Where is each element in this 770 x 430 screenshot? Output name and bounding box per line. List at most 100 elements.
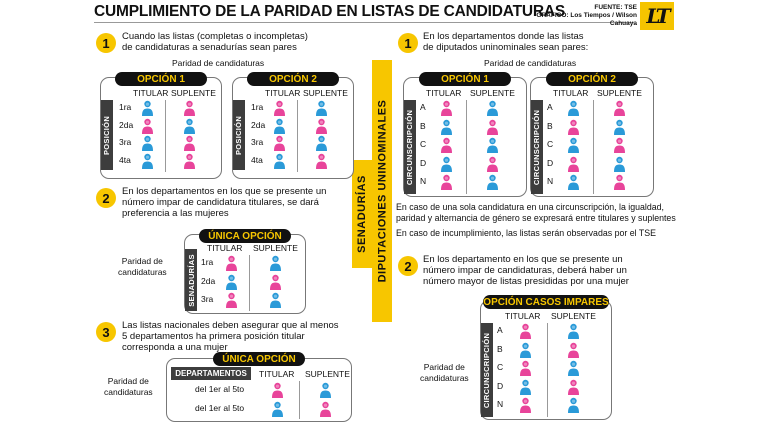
man-icon (520, 379, 531, 395)
titular-cell (273, 118, 286, 139)
titular-cell (567, 174, 580, 195)
rule-number-badge: 3 (96, 322, 116, 342)
man-icon (614, 156, 625, 172)
suplente-cell (486, 174, 499, 195)
row-label: A (497, 325, 503, 335)
suplente-cell (486, 119, 499, 140)
woman-icon (441, 100, 452, 116)
source-credit: FUENTE: TSE GRÁFICO: Los Tiempos / Wilso… (522, 4, 637, 28)
rule-text: Cuando las listas (completas o incomplet… (122, 31, 308, 53)
table-row: N (404, 174, 526, 193)
option1-panel: OPCIÓN 1 CIRCUNSCRIPCIÓN TITULAR SUPLENT… (403, 72, 527, 197)
titular-header: TITULAR (505, 311, 541, 321)
suplente-cell (269, 274, 282, 295)
row-label: D (420, 157, 427, 168)
table-row: 1ra (185, 255, 305, 274)
row-label: 2da (251, 119, 266, 130)
woman-icon (316, 153, 327, 169)
rule-number-badge: 2 (398, 256, 418, 276)
woman-icon (272, 382, 283, 398)
table-row: A (481, 323, 611, 342)
titular-header: TITULAR (133, 88, 169, 98)
table-row: 2da (101, 118, 221, 136)
rule-text: En los departamentos en los que se prese… (122, 186, 327, 219)
table-row: B (481, 342, 611, 361)
row-label: A (420, 102, 426, 112)
woman-icon (320, 401, 331, 417)
option2-header: OPCIÓN 2 (546, 72, 638, 86)
row-label: 3ra (119, 137, 132, 147)
option1-panel: OPCIÓN 1 POSICIÓN TITULAR SUPLENTE 1ra 2d… (100, 72, 222, 179)
table-row: D (481, 379, 611, 398)
paridad-caption: Paridad de candidaturas (172, 58, 265, 68)
titular-cell (440, 119, 453, 140)
suplente-header: SUPLENTE (597, 88, 642, 98)
man-icon (487, 174, 498, 190)
suplente-header: SUPLENTE (305, 369, 350, 379)
titular-header: TITULAR (426, 88, 462, 98)
note-non-compliance: En caso de incumplimiento, las listas se… (396, 228, 656, 238)
table-row: del 1er al 5to (167, 400, 351, 419)
titular-cell (567, 100, 580, 121)
suplente-cell (613, 119, 626, 140)
table-row: C (531, 137, 653, 156)
note-single-candidacy: En caso de una sola candidatura en una c… (396, 202, 676, 223)
table-row: 4ta (101, 153, 221, 171)
paridad-caption: Paridad de candidaturas (484, 58, 577, 68)
row-label: C (497, 362, 504, 372)
suplente-cell (269, 255, 282, 276)
posicion-side-label: POSICIÓN (233, 100, 245, 170)
column-divider (593, 100, 594, 194)
row-label: del 1er al 5to (195, 403, 245, 413)
man-icon (568, 100, 579, 116)
titular-cell (273, 100, 286, 121)
row-label: 3ra (201, 294, 214, 304)
table-row: 1ra (101, 100, 221, 118)
woman-icon (520, 323, 531, 339)
man-icon (441, 119, 452, 135)
diputaciones-vertical-label: DIPUTACIONES UNINOMINALES (372, 60, 392, 322)
man-icon (487, 100, 498, 116)
titular-cell (440, 100, 453, 121)
titular-cell (567, 119, 580, 140)
rule-text: En los departamento en los que se presen… (423, 254, 629, 287)
woman-icon (274, 100, 285, 116)
suplente-header: SUPLENTE (303, 88, 348, 98)
man-icon (441, 156, 452, 172)
senadurias-vertical-label: SENADURÍAS (352, 160, 372, 268)
titular-cell (440, 174, 453, 195)
row-label: N (547, 176, 554, 186)
man-icon (520, 342, 531, 358)
table-row: C (481, 360, 611, 379)
titular-cell (225, 274, 238, 295)
option2-header: OPCIÓN 2 (247, 72, 339, 86)
man-icon (142, 153, 153, 169)
woman-icon (568, 379, 579, 395)
table-row: B (531, 119, 653, 138)
row-label: A (547, 102, 553, 112)
row-label: N (420, 176, 427, 186)
table-row: 3ra (233, 135, 353, 153)
option2-panel: OPCIÓN 2 POSICIÓN TITULAR SUPLENTE 1ra 2d… (232, 72, 354, 179)
rule-text: En los departamentos donde las listas de… (423, 31, 589, 53)
table-row: 2da (233, 118, 353, 136)
casos-impares-header: OPCIÓN CASOS IMPARES (483, 295, 609, 309)
row-label: N (497, 399, 504, 409)
posicion-side-label: POSICIÓN (101, 100, 113, 170)
rule-number-badge: 2 (96, 188, 116, 208)
option2-panel: OPCIÓN 2 CIRCUNSCRIPCIÓN TITULAR SUPLENT… (530, 72, 654, 197)
titular-cell (519, 397, 532, 418)
man-icon (487, 137, 498, 153)
titular-cell (225, 255, 238, 276)
titular-cell (440, 137, 453, 158)
woman-icon (614, 174, 625, 190)
row-label: 2da (201, 275, 216, 286)
table-row: C (404, 137, 526, 156)
casos-impares-panel: OPCIÓN CASOS IMPARES CIRCUNSCRIPCIÓN TIT… (480, 295, 612, 420)
suplente-cell (567, 323, 580, 344)
row-label: 1ra (201, 257, 214, 267)
woman-icon (487, 119, 498, 135)
table-row: 3ra (185, 292, 305, 311)
titular-cell (519, 342, 532, 363)
man-icon (568, 323, 579, 339)
